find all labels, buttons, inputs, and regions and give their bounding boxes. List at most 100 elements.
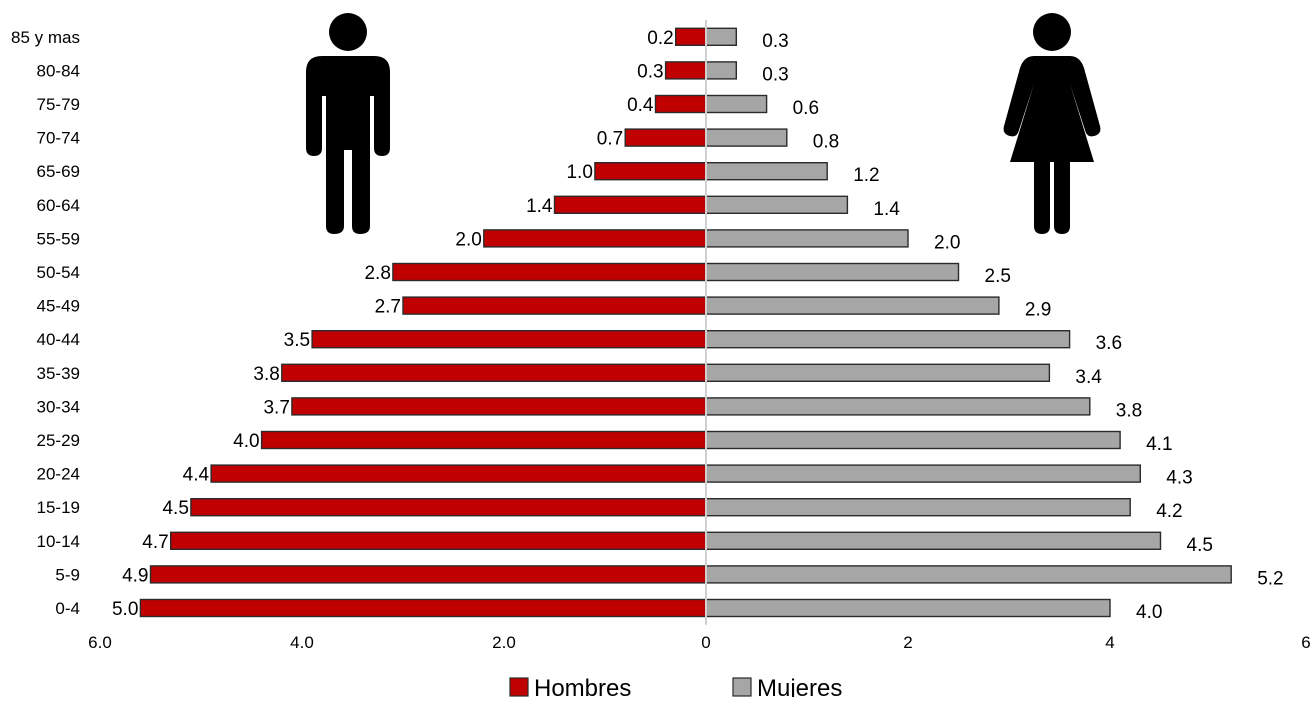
age-group-label: 50-54 bbox=[37, 263, 80, 282]
legend-swatch bbox=[509, 677, 529, 697]
legend-mujeres: Mujeres bbox=[732, 675, 842, 702]
male-value-label: 2.7 bbox=[375, 297, 401, 318]
male-bar bbox=[654, 94, 707, 114]
age-group-label: 40-44 bbox=[37, 330, 80, 349]
male-value-label: 0.3 bbox=[637, 61, 663, 82]
age-group-label: 0-4 bbox=[55, 599, 80, 618]
female-value-label: 0.3 bbox=[762, 31, 788, 52]
age-group-label: 80-84 bbox=[37, 61, 80, 80]
male-bar bbox=[291, 397, 707, 416]
male-bar bbox=[402, 296, 707, 315]
age-group-label: 10-14 bbox=[37, 532, 80, 551]
male-figure-icon bbox=[306, 13, 390, 234]
x-tick-label: 4.0 bbox=[290, 633, 314, 652]
female-bar bbox=[705, 330, 1071, 349]
female-value-label: 4.3 bbox=[1166, 468, 1192, 489]
female-value-label: 4.0 bbox=[1136, 602, 1162, 623]
male-bar bbox=[210, 464, 707, 483]
female-bar bbox=[705, 195, 849, 215]
age-group-label: 70-74 bbox=[37, 129, 80, 148]
female-value-label: 5.2 bbox=[1257, 568, 1283, 589]
age-group-label: 85 y mas bbox=[11, 28, 80, 47]
x-tick-label: 2 bbox=[903, 633, 912, 652]
male-bar bbox=[594, 161, 707, 181]
female-bar bbox=[705, 397, 1091, 416]
male-value-label: 1.4 bbox=[526, 196, 553, 217]
female-value-label: 2.9 bbox=[1025, 300, 1051, 321]
male-bar bbox=[260, 430, 707, 450]
female-bar bbox=[705, 498, 1131, 517]
age-group-label: 60-64 bbox=[37, 196, 80, 215]
male-value-label: 3.8 bbox=[253, 364, 279, 385]
male-value-label: 4.4 bbox=[183, 465, 210, 486]
x-tick-label: 2.0 bbox=[492, 633, 516, 652]
age-group-label: 45-49 bbox=[37, 297, 80, 316]
male-value-label: 2.0 bbox=[455, 229, 481, 250]
female-bar bbox=[705, 464, 1141, 483]
female-value-label: 3.6 bbox=[1096, 333, 1122, 354]
female-bar bbox=[705, 262, 960, 282]
female-bar bbox=[705, 565, 1232, 584]
female-value-label: 0.8 bbox=[813, 132, 839, 153]
female-value-label: 0.3 bbox=[762, 64, 788, 85]
male-bar bbox=[675, 27, 707, 46]
age-group-label: 75-79 bbox=[37, 95, 80, 114]
age-group-label: 30-34 bbox=[37, 397, 80, 416]
x-tick-label: 0 bbox=[701, 633, 710, 652]
male-value-label: 2.8 bbox=[364, 263, 390, 284]
male-value-label: 4.5 bbox=[162, 498, 188, 519]
female-bar bbox=[705, 161, 828, 181]
male-value-label: 4.7 bbox=[142, 532, 168, 553]
male-bar bbox=[624, 128, 707, 147]
female-bar bbox=[705, 27, 737, 46]
age-group-label: 35-39 bbox=[37, 364, 80, 383]
male-value-label: 0.7 bbox=[597, 129, 623, 150]
female-bar bbox=[705, 128, 788, 147]
age-group-label: 20-24 bbox=[37, 465, 80, 484]
age-group-label: 55-59 bbox=[37, 229, 80, 248]
female-value-label: 1.2 bbox=[853, 165, 879, 186]
female-value-label: 4.2 bbox=[1156, 501, 1182, 522]
female-bar bbox=[705, 430, 1121, 450]
female-bar bbox=[705, 363, 1051, 382]
male-bar bbox=[311, 330, 707, 349]
male-bar bbox=[664, 61, 707, 80]
female-bar bbox=[705, 296, 1000, 315]
legend-label: Hombres bbox=[534, 675, 631, 697]
female-bar bbox=[705, 531, 1162, 550]
x-tick-label: 4 bbox=[1105, 633, 1114, 652]
legend-swatch bbox=[732, 677, 752, 697]
female-figure-icon bbox=[1003, 13, 1101, 234]
female-bar bbox=[705, 94, 768, 114]
female-bar bbox=[705, 61, 737, 80]
male-value-label: 3.7 bbox=[263, 397, 289, 418]
male-bar bbox=[190, 498, 707, 517]
male-value-label: 4.0 bbox=[233, 431, 259, 452]
male-value-label: 0.2 bbox=[647, 28, 673, 49]
male-value-label: 3.5 bbox=[284, 330, 310, 351]
female-value-label: 0.6 bbox=[793, 98, 819, 119]
age-group-label: 25-29 bbox=[37, 431, 80, 450]
female-value-label: 4.5 bbox=[1187, 535, 1213, 556]
male-bar bbox=[169, 531, 707, 550]
male-bar bbox=[139, 598, 707, 618]
legend-hombres: Hombres bbox=[509, 675, 631, 702]
male-bar bbox=[392, 262, 707, 282]
male-value-label: 0.4 bbox=[627, 95, 654, 116]
legend-label: Mujeres bbox=[757, 675, 842, 697]
female-value-label: 1.4 bbox=[873, 199, 900, 220]
x-tick-label: 6 bbox=[1301, 633, 1310, 652]
male-bar bbox=[281, 363, 707, 382]
male-value-label: 1.0 bbox=[566, 162, 592, 183]
age-group-label: 65-69 bbox=[37, 162, 80, 181]
female-value-label: 2.0 bbox=[934, 232, 960, 253]
age-group-label: 5-9 bbox=[55, 565, 80, 584]
male-bar bbox=[483, 229, 707, 248]
female-value-label: 4.1 bbox=[1146, 434, 1172, 455]
female-bar bbox=[705, 229, 909, 248]
age-group-label: 15-19 bbox=[37, 498, 80, 517]
male-value-label: 5.0 bbox=[112, 599, 138, 620]
male-bar bbox=[149, 565, 707, 584]
